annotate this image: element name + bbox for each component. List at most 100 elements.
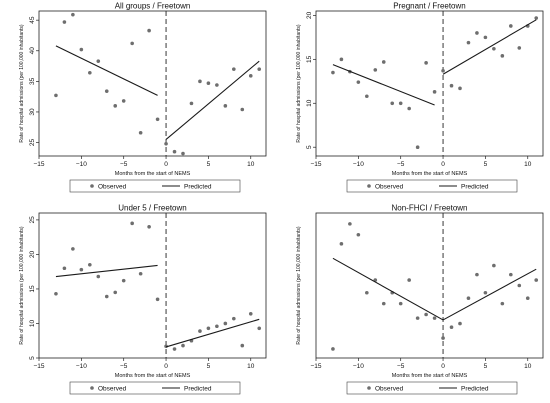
legend-box [346,381,518,395]
plot-area [315,10,544,157]
legend: Observed Predicted [69,179,241,193]
observed-point [466,40,471,45]
observed-point [113,104,118,108]
x-tick-label: 5 [484,363,488,370]
observed-point [232,67,236,71]
y-tick-label: 5 [29,356,36,360]
observed-point [356,80,361,84]
chart-panel-3: Under 5 / Freetown −15 −10 −5 0 5 10 5 10 15 20 25 M… [19,204,267,395]
x-tick-label: −5 [397,161,405,168]
x-tick-label: −15 [33,161,44,168]
chart-title: Non-FHCI / Freetown [391,204,467,213]
x-tick-label: 0 [441,161,445,168]
predicted-line-segment [442,19,537,75]
y-axis-label: Rate of hospital admissions (per 100,000… [296,226,302,344]
x-tick-label: 10 [247,161,255,168]
x-tick-label: −10 [76,363,87,370]
x-axis-label: Months from the start of NEMS [115,171,191,177]
legend: Observed Predicted [69,381,241,395]
legend-box [346,179,518,193]
observed-point [458,321,462,326]
observed-point [398,101,403,106]
legend-observed-label: Observed [98,385,127,392]
plot-area [38,212,267,359]
observed-point [257,67,262,71]
observed-point [223,321,228,326]
observed-point [79,267,84,272]
x-tick-label: 5 [484,161,488,168]
x-tick-label: −5 [397,363,405,370]
observed-point [172,149,177,154]
legend-observed-label: Observed [375,385,404,392]
x-tick-label: 0 [441,363,445,370]
x-tick-label: 10 [247,363,255,370]
x-axis-label: Months from the start of NEMS [392,171,468,177]
observed-point [407,278,411,282]
observed-point [198,79,202,84]
predicted-line-segment [165,60,260,140]
observed-point [104,89,109,93]
predicted-line-segment [332,64,435,106]
observed-point [365,290,369,295]
y-axis-label: Rate of hospital admissions (per 100,000… [19,226,25,344]
observed-point [96,274,101,279]
observed-point [483,35,488,40]
observed-point [381,301,386,306]
legend-observed-label: Observed [375,183,404,190]
observed-point [130,41,134,46]
chart-title: Under 5 / Freetown [118,204,186,213]
observed-point [331,347,335,351]
observed-point [54,291,58,296]
observed-point [215,83,219,87]
observed-point [509,272,513,277]
observed-point [121,278,126,283]
observed-point [356,232,361,237]
observed-point [62,266,67,271]
x-tick-label: 5 [207,161,211,168]
observed-point [138,271,143,276]
observed-point [492,263,496,268]
x-tick-label: −5 [120,161,128,168]
observed-point [189,101,194,106]
observed-point [534,16,539,20]
observed-point [534,278,539,282]
x-tick-label: 0 [164,363,168,370]
legend-observed-marker [367,386,371,390]
legend: Observed Predicted [346,179,518,193]
chart-panel-1: All groups / Freetown −15 −10 −5 0 5 10 25 30 35 4… [19,2,267,193]
observed-point [71,247,75,251]
observed-point [331,70,335,75]
observed-point [104,294,109,299]
observed-point [232,316,236,321]
observed-point [348,222,352,226]
observed-point [466,296,471,300]
observed-point [248,312,253,316]
y-tick-label: 40 [29,47,36,55]
observed-point [424,312,428,317]
observed-point [441,336,445,340]
observed-point [449,325,454,329]
observed-point [240,343,245,348]
x-tick-label: −5 [120,363,128,370]
observed-point [113,290,118,295]
x-tick-label: −10 [353,161,364,168]
predicted-line-segment [332,257,444,321]
observed-point [475,31,479,35]
observed-point [121,99,126,103]
legend-observed-marker [367,184,371,188]
observed-point [483,290,488,295]
observed-point [181,343,185,348]
plot-area [38,10,267,157]
observed-point [365,94,369,99]
observed-point [62,20,67,24]
observed-point [181,151,185,156]
observed-point [449,83,454,88]
observed-point [248,74,253,78]
predicted-line-segment [442,268,537,321]
observed-point [155,297,160,302]
x-tick-label: 5 [207,363,211,370]
observed-point [407,106,411,111]
y-tick-label: 35 [29,77,36,85]
y-tick-label: 20 [306,11,313,19]
